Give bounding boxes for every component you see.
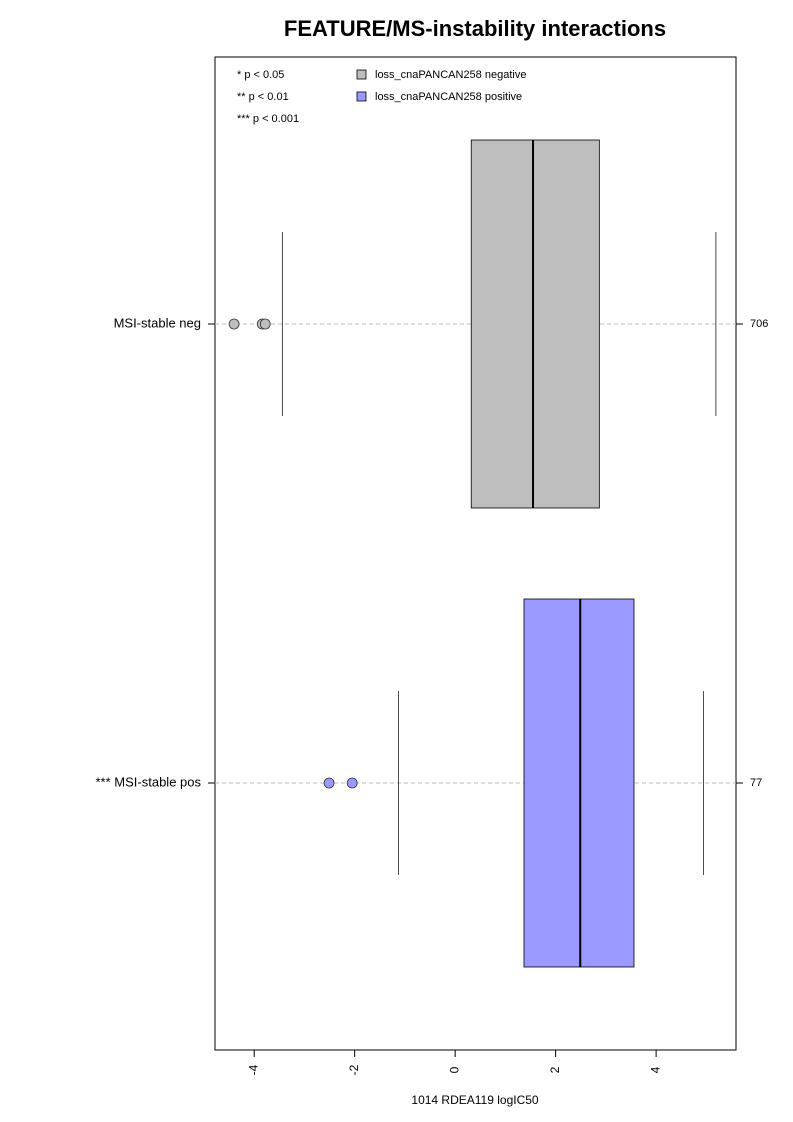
x-tick-label: -4 — [246, 1064, 260, 1075]
legend-swatch — [356, 91, 367, 102]
x-tick-label: 4 — [648, 1066, 662, 1073]
x-tick-label: 2 — [548, 1066, 562, 1073]
outlier — [259, 318, 271, 330]
annotation: ** p < 0.01 — [237, 91, 289, 103]
annotation: * p < 0.05 — [237, 69, 284, 81]
y-tick-label: *** MSI-stable pos — [96, 774, 202, 789]
outlier — [346, 777, 358, 789]
x-tick-label: 0 — [447, 1066, 461, 1073]
legend-label: loss_cnaPANCAN258 negative — [375, 69, 526, 81]
box — [470, 139, 600, 509]
count-label: 77 — [750, 777, 762, 789]
legend-swatch — [356, 69, 367, 80]
box — [523, 598, 635, 968]
count-label: 706 — [750, 318, 768, 330]
y-tick-label: MSI-stable neg — [114, 315, 201, 330]
x-axis-label: 1014 RDEA119 logIC50 — [411, 1093, 539, 1107]
chart-title: FEATURE/MS-instability interactions — [284, 16, 666, 41]
annotation: *** p < 0.001 — [237, 113, 299, 125]
x-tick-label: -2 — [347, 1064, 361, 1075]
legend-label: loss_cnaPANCAN258 positive — [375, 91, 522, 103]
plot-frame — [214, 56, 737, 1051]
outlier — [323, 777, 335, 789]
outlier — [228, 318, 240, 330]
